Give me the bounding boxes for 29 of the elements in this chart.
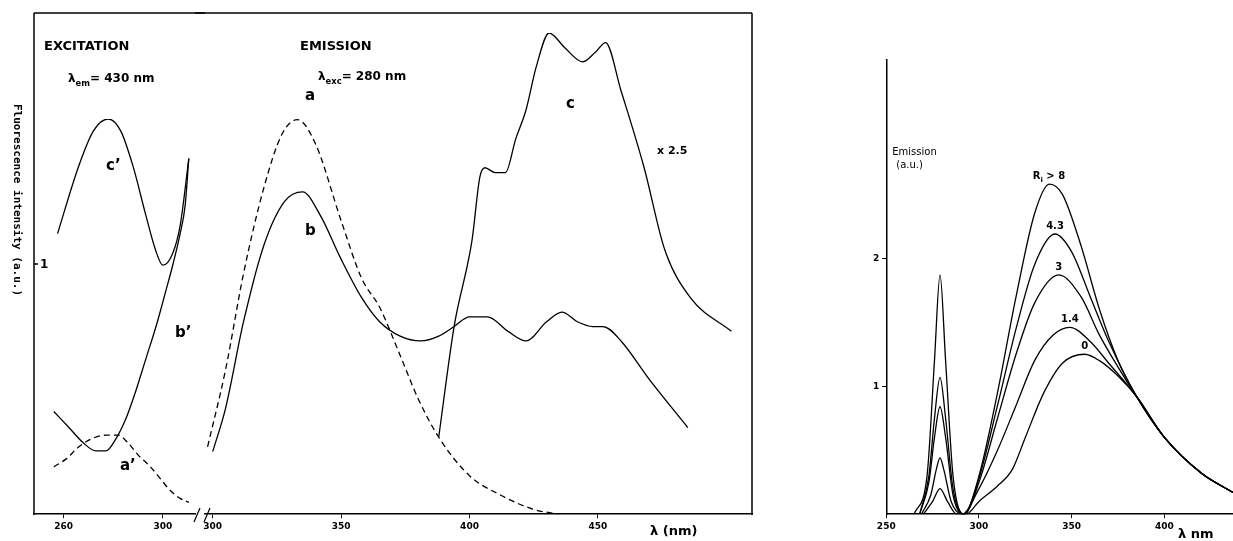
x-tick-label: 400 [460, 520, 479, 531]
series-label: 1.4 [1060, 313, 1079, 325]
series-label: c’ [106, 156, 121, 174]
chart-title: EMISSION [300, 38, 372, 53]
chart-title: EXCITATION [44, 38, 130, 53]
x-tick-label: 400 [1155, 520, 1174, 531]
y-axis-title: Emission (a.u.) [892, 146, 937, 170]
x-axis-title: λ nm [1178, 526, 1214, 541]
x-tick-label: 350 [1062, 520, 1082, 531]
series-label: 3 [1055, 260, 1063, 272]
series-label: 0 [1081, 340, 1089, 352]
x-tick-label: 300 [969, 520, 989, 531]
x-tick-label: 350 [331, 520, 351, 531]
x-tick-label: 260 [54, 520, 74, 531]
x-axis-title: λ (nm) [650, 523, 698, 538]
x-tick-label: 300 [153, 520, 173, 531]
x-tick-label: 450 [588, 520, 608, 531]
series-label: b [305, 221, 316, 239]
x-tick-label: 250 [876, 520, 896, 531]
series-label: a’ [120, 456, 136, 474]
series-label: a [305, 86, 316, 104]
y-axis-title: Fluorescence intensity (a.u.) [11, 103, 24, 297]
annotation: 1 [40, 257, 49, 271]
annotation: x 2.5 [657, 144, 688, 157]
series-label: b’ [175, 323, 192, 341]
y-tick-label: 2 [873, 252, 880, 263]
x-tick-label: 300 [203, 520, 223, 531]
series-label: 4.3 [1046, 220, 1064, 231]
text: c [566, 94, 575, 112]
